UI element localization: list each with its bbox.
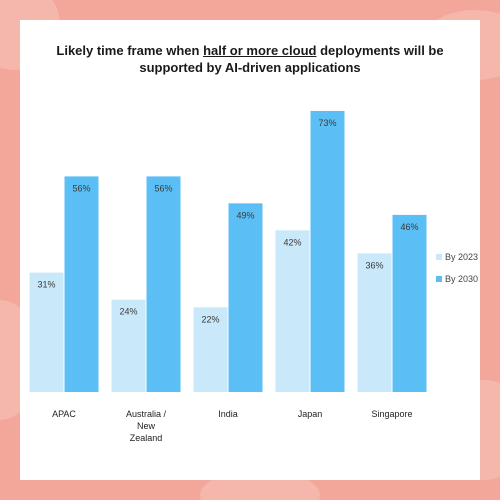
bar-by2023 — [193, 307, 228, 392]
data-label: 49% — [236, 210, 254, 220]
category-label-line: APAC — [52, 409, 76, 419]
category-label-line: Japan — [298, 409, 323, 419]
bar-by2023 — [111, 299, 146, 392]
legend-label: By 2023 — [445, 252, 478, 262]
chart-title-part: Likely time frame when — [56, 43, 204, 58]
data-label: 46% — [400, 222, 418, 232]
legend-label: By 2030 — [445, 274, 478, 284]
bar-by2023 — [275, 230, 310, 392]
data-label: 73% — [318, 118, 336, 128]
data-label: 22% — [201, 314, 219, 324]
bar-by2030 — [228, 203, 263, 392]
category-label: Singapore — [371, 409, 412, 419]
category-label-line: India — [218, 409, 238, 419]
legend-swatch — [436, 276, 442, 282]
category-label-line: Singapore — [371, 409, 412, 419]
data-label: 36% — [365, 260, 383, 270]
category-label-line: Australia / — [126, 409, 167, 419]
bar-by2023 — [357, 253, 392, 392]
data-label: 42% — [283, 237, 301, 247]
legend-swatch — [436, 254, 442, 260]
category-label: Australia / New Zealand — [126, 409, 167, 443]
category-label: India — [218, 409, 238, 419]
chart-card: Likely time frame when half or more clou… — [20, 20, 480, 480]
chart-title-part: half or more cloud — [203, 43, 317, 58]
category-label: Japan — [298, 409, 323, 419]
data-label: 24% — [119, 307, 137, 317]
data-label: 56% — [72, 183, 90, 193]
category-label-line: Zealand — [130, 433, 163, 443]
bar-by2030 — [310, 110, 345, 392]
chart-title-part: deployments will be supported by AI-driv… — [139, 43, 444, 75]
data-label: 56% — [154, 183, 172, 193]
chart-title: Likely time frame when half or more clou… — [30, 42, 470, 76]
category-label: APAC — [52, 409, 76, 419]
bar-by2030 — [146, 176, 181, 392]
bar-by2023 — [29, 272, 64, 392]
bar-by2030 — [64, 176, 99, 392]
category-label-line: New — [137, 421, 156, 431]
data-label: 31% — [37, 280, 55, 290]
bar-chart: 31% 56% APAC 24% 56% Australia / New Zealand 22%… — [29, 110, 478, 443]
bar-by2030 — [392, 214, 427, 392]
